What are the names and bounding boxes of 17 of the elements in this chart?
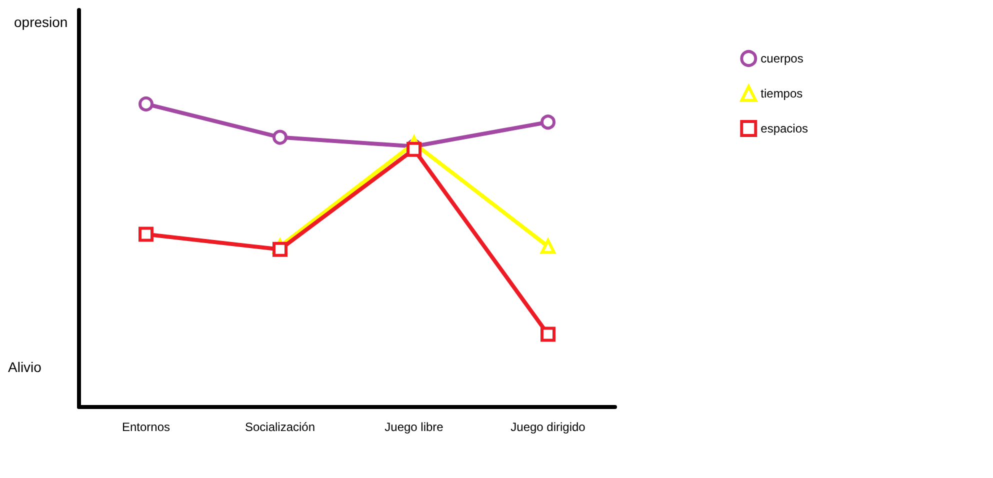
legend-label: espacios xyxy=(760,122,808,136)
text: opresion xyxy=(14,14,68,30)
x-tick-label: Juego dirigido xyxy=(510,420,586,434)
text: Alivio xyxy=(8,359,42,375)
point xyxy=(138,226,154,242)
point xyxy=(406,142,422,157)
x-tick-label: Entornos xyxy=(122,420,170,434)
point xyxy=(138,96,154,112)
legend-label: cuerpos xyxy=(760,52,804,66)
point xyxy=(540,114,556,130)
point xyxy=(540,326,556,342)
x-tick-label: Socialización xyxy=(244,420,316,434)
point xyxy=(540,238,556,254)
legend-label: tiempos xyxy=(760,86,803,100)
point xyxy=(272,242,288,257)
point xyxy=(272,130,288,145)
x-tick-label: Juego libre xyxy=(384,420,444,434)
